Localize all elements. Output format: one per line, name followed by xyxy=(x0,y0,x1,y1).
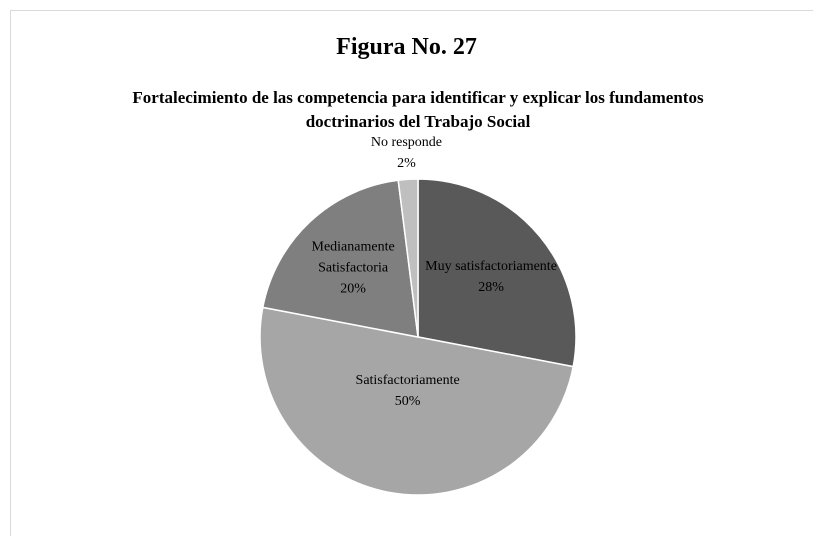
data-label: Satisfactoriamente 50% xyxy=(338,370,478,412)
chart-frame xyxy=(10,10,813,536)
pie-slice xyxy=(259,306,575,496)
value-label: 2% xyxy=(397,156,416,172)
pie-slice xyxy=(397,178,419,338)
chart-subtitle: Fortalecimiento de las competencia para … xyxy=(132,88,704,131)
data-label: Medianamente Satisfactoria 20% xyxy=(283,236,423,299)
value-label: 20% xyxy=(340,281,366,297)
category-label: Medianamente Satisfactoria xyxy=(311,239,395,276)
category-label: Muy satisfactoriamente xyxy=(425,258,557,274)
data-label: Muy satisfactoriamente 28% xyxy=(421,256,561,298)
value-label: 28% xyxy=(478,279,504,295)
data-label: No responde 2% xyxy=(336,132,476,174)
value-label: 50% xyxy=(394,394,421,410)
category-label: No responde xyxy=(370,135,443,151)
category-label: Satisfactoriamente xyxy=(355,373,460,389)
chart-title: Figura No. 27 xyxy=(336,34,477,60)
pie-slice xyxy=(417,178,577,368)
pie-slice xyxy=(261,179,419,338)
